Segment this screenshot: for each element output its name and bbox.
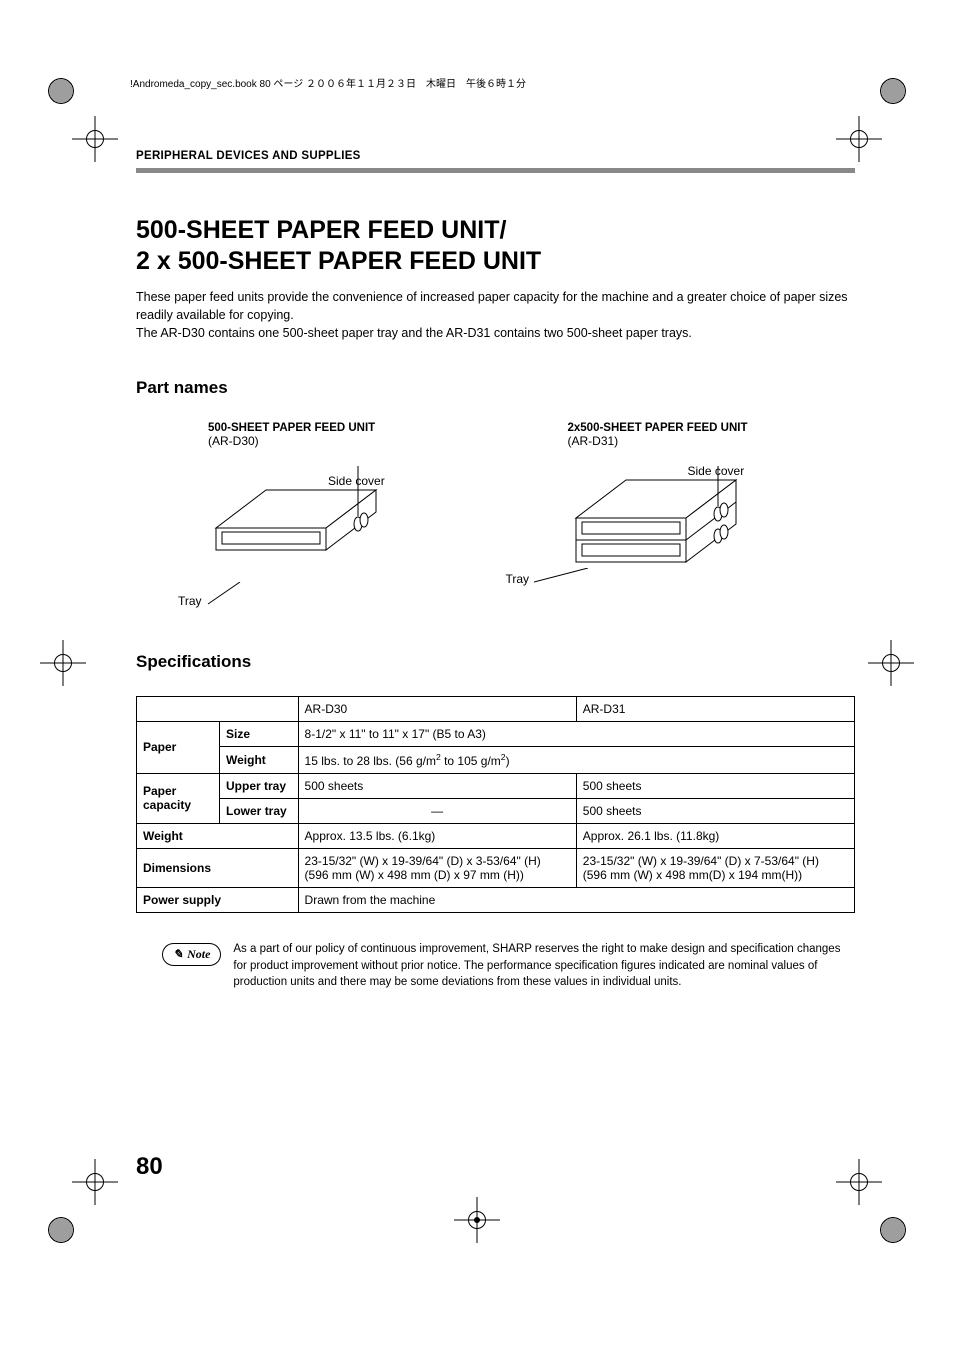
- title-line-2: 2 x 500-SHEET PAPER FEED UNIT: [136, 247, 541, 275]
- size-val: 8-1/2" x 11" to 11" x 17" (B5 to A3): [298, 721, 854, 746]
- unit2-column: 2x500-SHEET PAPER FEED UNIT (AR-D31) Sid…: [496, 422, 856, 606]
- col-ar-d31: AR-D31: [576, 696, 854, 721]
- paper-weight-val: 15 lbs. to 28 lbs. (56 g/m2 to 105 g/m2): [298, 746, 854, 773]
- row-power-supply: Power supply: [137, 887, 299, 912]
- unit2-tray-lead: [534, 568, 594, 588]
- note-badge: ✎ Note: [162, 943, 221, 966]
- spec-table: AR-D30 AR-D31 Paper Size 8-1/2" x 11" to…: [136, 696, 855, 913]
- regmark-bottom-right: [880, 1217, 906, 1243]
- unit2-sidecover-label: Side cover: [688, 464, 745, 478]
- unit1-diagram: [208, 466, 418, 586]
- crossmark-bl: [72, 1159, 118, 1205]
- weight-d31: Approx. 26.1 lbs. (11.8kg): [576, 823, 854, 848]
- unit2-model: (AR-D31): [568, 434, 856, 448]
- dim-d30: 23-15/32" (W) x 19-39/64" (D) x 3-53/64"…: [298, 848, 576, 887]
- unit1-sidecover-label: Side cover: [328, 474, 385, 488]
- row-paper-weight: Weight: [220, 746, 299, 773]
- regmark-top-left: [48, 78, 74, 104]
- col-ar-d30: AR-D30: [298, 696, 576, 721]
- row-paper: Paper: [137, 721, 220, 773]
- row-dimensions: Dimensions: [137, 848, 299, 887]
- dim-d31: 23-15/32" (W) x 19-39/64" (D) x 7-53/64"…: [576, 848, 854, 887]
- part-names-diagrams: 500-SHEET PAPER FEED UNIT (AR-D30) Side …: [136, 422, 855, 606]
- note-label: Note: [187, 947, 210, 962]
- upper-d31: 500 sheets: [576, 773, 854, 798]
- blank-cell: [137, 696, 299, 721]
- unit1-tray-lead: [206, 582, 246, 606]
- regmark-bottom-left: [48, 1217, 74, 1243]
- dim-d30-l1: 23-15/32" (W) x 19-39/64" (D) x 3-53/64"…: [305, 854, 541, 868]
- dim-d31-l2: (596 mm (W) x 498 mm(D) x 194 mm(H)): [583, 868, 802, 882]
- unit1-title: 500-SHEET PAPER FEED UNIT: [208, 422, 496, 434]
- page-number: 80: [136, 1153, 163, 1181]
- weight-d30: Approx. 13.5 lbs. (6.1kg): [298, 823, 576, 848]
- crossmark-br: [836, 1159, 882, 1205]
- row-paper-capacity: Paper capacity: [137, 773, 220, 823]
- header-meta: !Andromeda_copy_sec.book 80 ページ ２００６年１１月…: [130, 75, 865, 90]
- crossmark-bc: [454, 1197, 500, 1243]
- row-lower-tray: Lower tray: [220, 798, 299, 823]
- spec-heading: Specifications: [136, 652, 855, 672]
- note-block: ✎ Note As a part of our policy of continu…: [136, 941, 855, 991]
- note-text: As a part of our policy of continuous im…: [233, 941, 855, 991]
- pencil-icon: ✎: [173, 947, 183, 962]
- lower-d30: —: [298, 798, 576, 823]
- unit2-title: 2x500-SHEET PAPER FEED UNIT: [568, 422, 856, 434]
- row-size: Size: [220, 721, 299, 746]
- row-weight: Weight: [137, 823, 299, 848]
- title-line-1: 500-SHEET PAPER FEED UNIT/: [136, 216, 506, 244]
- intro-p1: These paper feed units provide the conve…: [136, 290, 848, 322]
- part-names-heading: Part names: [136, 378, 855, 398]
- breadcrumb: PERIPHERAL DEVICES AND SUPPLIES: [136, 150, 855, 162]
- unit1-column: 500-SHEET PAPER FEED UNIT (AR-D30) Side …: [136, 422, 496, 606]
- upper-d30: 500 sheets: [298, 773, 576, 798]
- intro-text: These paper feed units provide the conve…: [136, 288, 855, 342]
- lower-d31: 500 sheets: [576, 798, 854, 823]
- unit1-tray-label: Tray: [178, 594, 202, 608]
- dim-d31-l1: 23-15/32" (W) x 19-39/64" (D) x 7-53/64"…: [583, 854, 819, 868]
- unit2-tray-label: Tray: [506, 572, 530, 586]
- unit2-diagram: [568, 466, 778, 606]
- crossmark-mr: [868, 640, 914, 686]
- crossmark-ml: [40, 640, 86, 686]
- intro-p2: The AR-D30 contains one 500-sheet paper …: [136, 326, 692, 340]
- regmark-top-right: [880, 78, 906, 104]
- breadcrumb-rule: [136, 168, 855, 173]
- row-upper-tray: Upper tray: [220, 773, 299, 798]
- dim-d30-l2: (596 mm (W) x 498 mm (D) x 97 mm (H)): [305, 868, 524, 882]
- unit1-model: (AR-D30): [208, 434, 496, 448]
- page-title: 500-SHEET PAPER FEED UNIT/ 2 x 500-SHEET…: [136, 215, 855, 278]
- power-val: Drawn from the machine: [298, 887, 854, 912]
